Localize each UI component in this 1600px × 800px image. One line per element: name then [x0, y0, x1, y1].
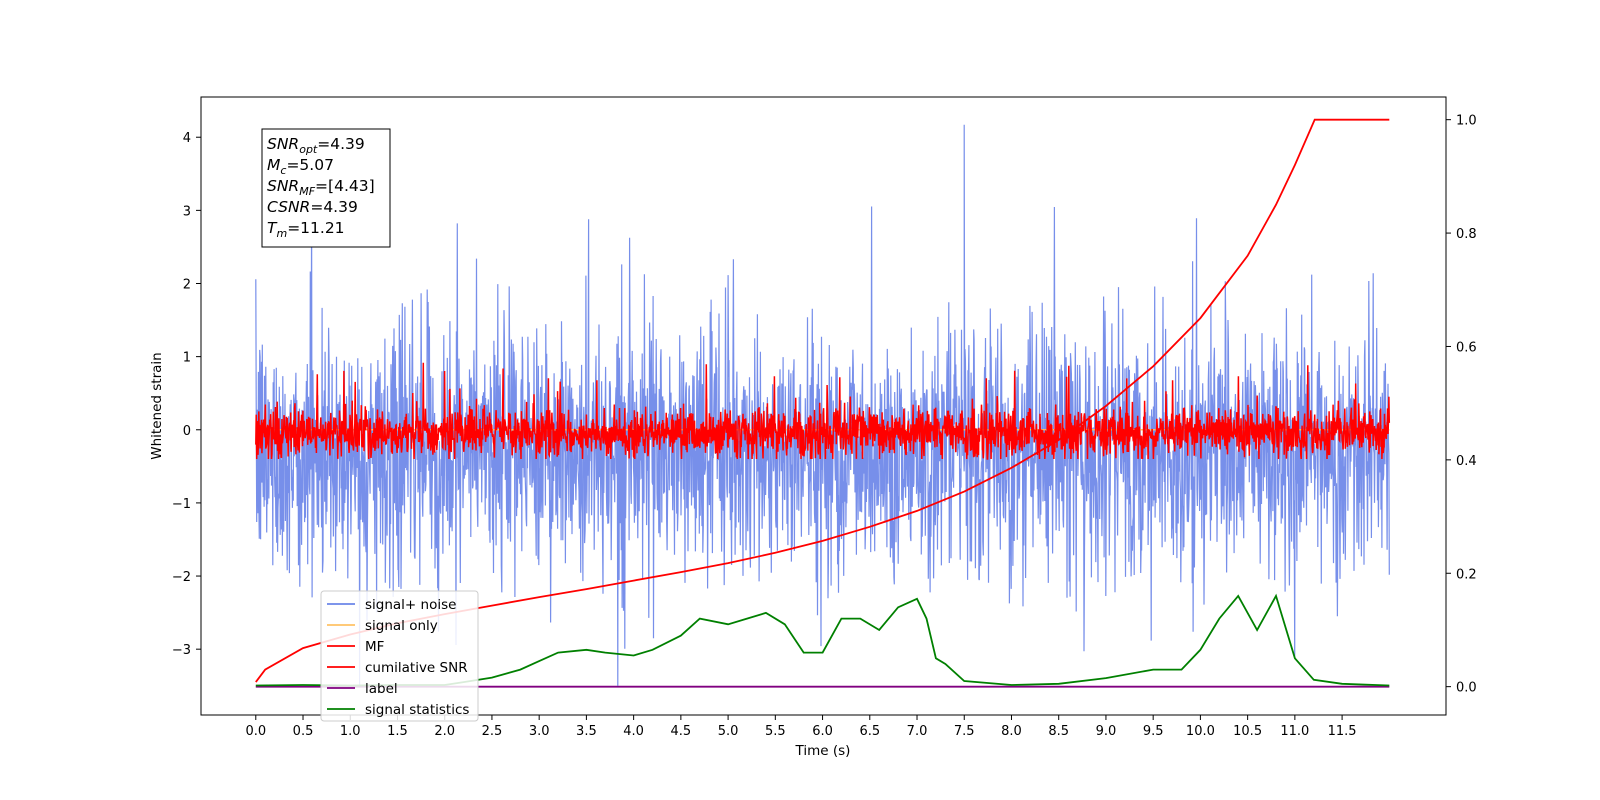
x-tick-label: 2.5 — [482, 724, 503, 739]
axes-frame — [200, 96, 1447, 716]
y-left-tick-label: 3 — [183, 204, 191, 219]
x-tick-label: 6.5 — [859, 724, 880, 739]
y-left-tick-label: −3 — [172, 643, 191, 658]
annotation-csnr: CSNR=4.39 — [267, 198, 358, 216]
x-axis-ticks: 0.0 0.5 1.0 1.5 2.0 2.5 3.0 3.5 4.0 4.5 5.0 5.5 6.0 6… — [245, 715, 1357, 739]
legend-label-signal-noise: signal+ noise — [365, 597, 456, 613]
x-tick-label: 9.5 — [1143, 724, 1164, 739]
legend-label-label: label — [365, 681, 398, 697]
y-left-tick-label: 1 — [183, 351, 191, 366]
x-tick-label: 3.0 — [529, 724, 550, 739]
legend-label-cumulative-snr: cumilative SNR — [365, 660, 468, 676]
y-left-tick-label: 0 — [183, 424, 191, 439]
y-right-tick-label: 0.2 — [1456, 567, 1477, 582]
x-tick-label: 7.5 — [954, 724, 975, 739]
legend-label-signal-only: signal only — [365, 618, 438, 634]
x-tick-label: 10.5 — [1233, 724, 1262, 739]
x-tick-label: 3.5 — [576, 724, 597, 739]
legend-label-mf: MF — [365, 639, 384, 655]
y-left-tick-label: −1 — [172, 497, 191, 512]
x-tick-label: 0.5 — [293, 724, 314, 739]
y-right-tick-label: 0.8 — [1456, 227, 1477, 242]
stats-annotation-box: SNRopt=4.39 Mc=5.07 SNRMF=[4.43] CSNR=4.… — [261, 128, 391, 248]
y-right-tick-label: 0.0 — [1456, 681, 1477, 696]
y-right-tick-label: 0.6 — [1456, 340, 1477, 355]
y-left-tick-label: 4 — [183, 131, 191, 146]
x-tick-label: 5.0 — [718, 724, 739, 739]
x-tick-label: 9.0 — [1096, 724, 1117, 739]
x-tick-label: 1.0 — [340, 724, 361, 739]
y-axis-right-ticks: 1.0 0.8 0.6 0.4 0.2 0.0 — [1446, 114, 1477, 696]
annotation-snr-opt: SNRopt=4.39 — [267, 135, 365, 156]
x-tick-label: 7.0 — [907, 724, 928, 739]
annotation-snr-mf: SNRMF=[4.43] — [267, 177, 375, 198]
annotation-mc: Mc=5.07 — [267, 156, 334, 177]
y-left-tick-label: 2 — [183, 277, 191, 292]
x-tick-label: 5.5 — [765, 724, 786, 739]
x-tick-label: 8.0 — [1001, 724, 1022, 739]
x-tick-label: 10.0 — [1186, 724, 1215, 739]
y-left-tick-label: −2 — [172, 570, 191, 585]
y-right-tick-label: 0.4 — [1456, 454, 1477, 469]
x-tick-label: 6.0 — [812, 724, 833, 739]
y-axis-left-label: Whitened strain — [149, 352, 165, 459]
series-signal-statistics-line — [255, 593, 1390, 687]
legend-label-signal-statistics: signal statistics — [365, 702, 469, 718]
plot-area — [255, 118, 1391, 688]
x-tick-label: 11.5 — [1328, 724, 1357, 739]
annotation-tm: Tm=11.21 — [267, 219, 345, 240]
x-tick-label: 8.5 — [1048, 724, 1069, 739]
legend: signal+ noise signal only MF cumilative … — [320, 590, 479, 722]
x-tick-label: 11.0 — [1280, 724, 1309, 739]
x-tick-label: 4.0 — [623, 724, 644, 739]
y-right-tick-label: 1.0 — [1456, 114, 1477, 129]
x-tick-label: 0.0 — [245, 724, 266, 739]
x-tick-label: 4.5 — [671, 724, 692, 739]
x-axis-label: Time (s) — [795, 743, 851, 759]
y-axis-left-ticks: 4 3 2 1 0 −1 −2 −3 — [172, 131, 201, 658]
x-tick-label: 2.0 — [434, 724, 455, 739]
series-mf-line — [255, 362, 1391, 460]
x-tick-label: 1.5 — [387, 724, 408, 739]
